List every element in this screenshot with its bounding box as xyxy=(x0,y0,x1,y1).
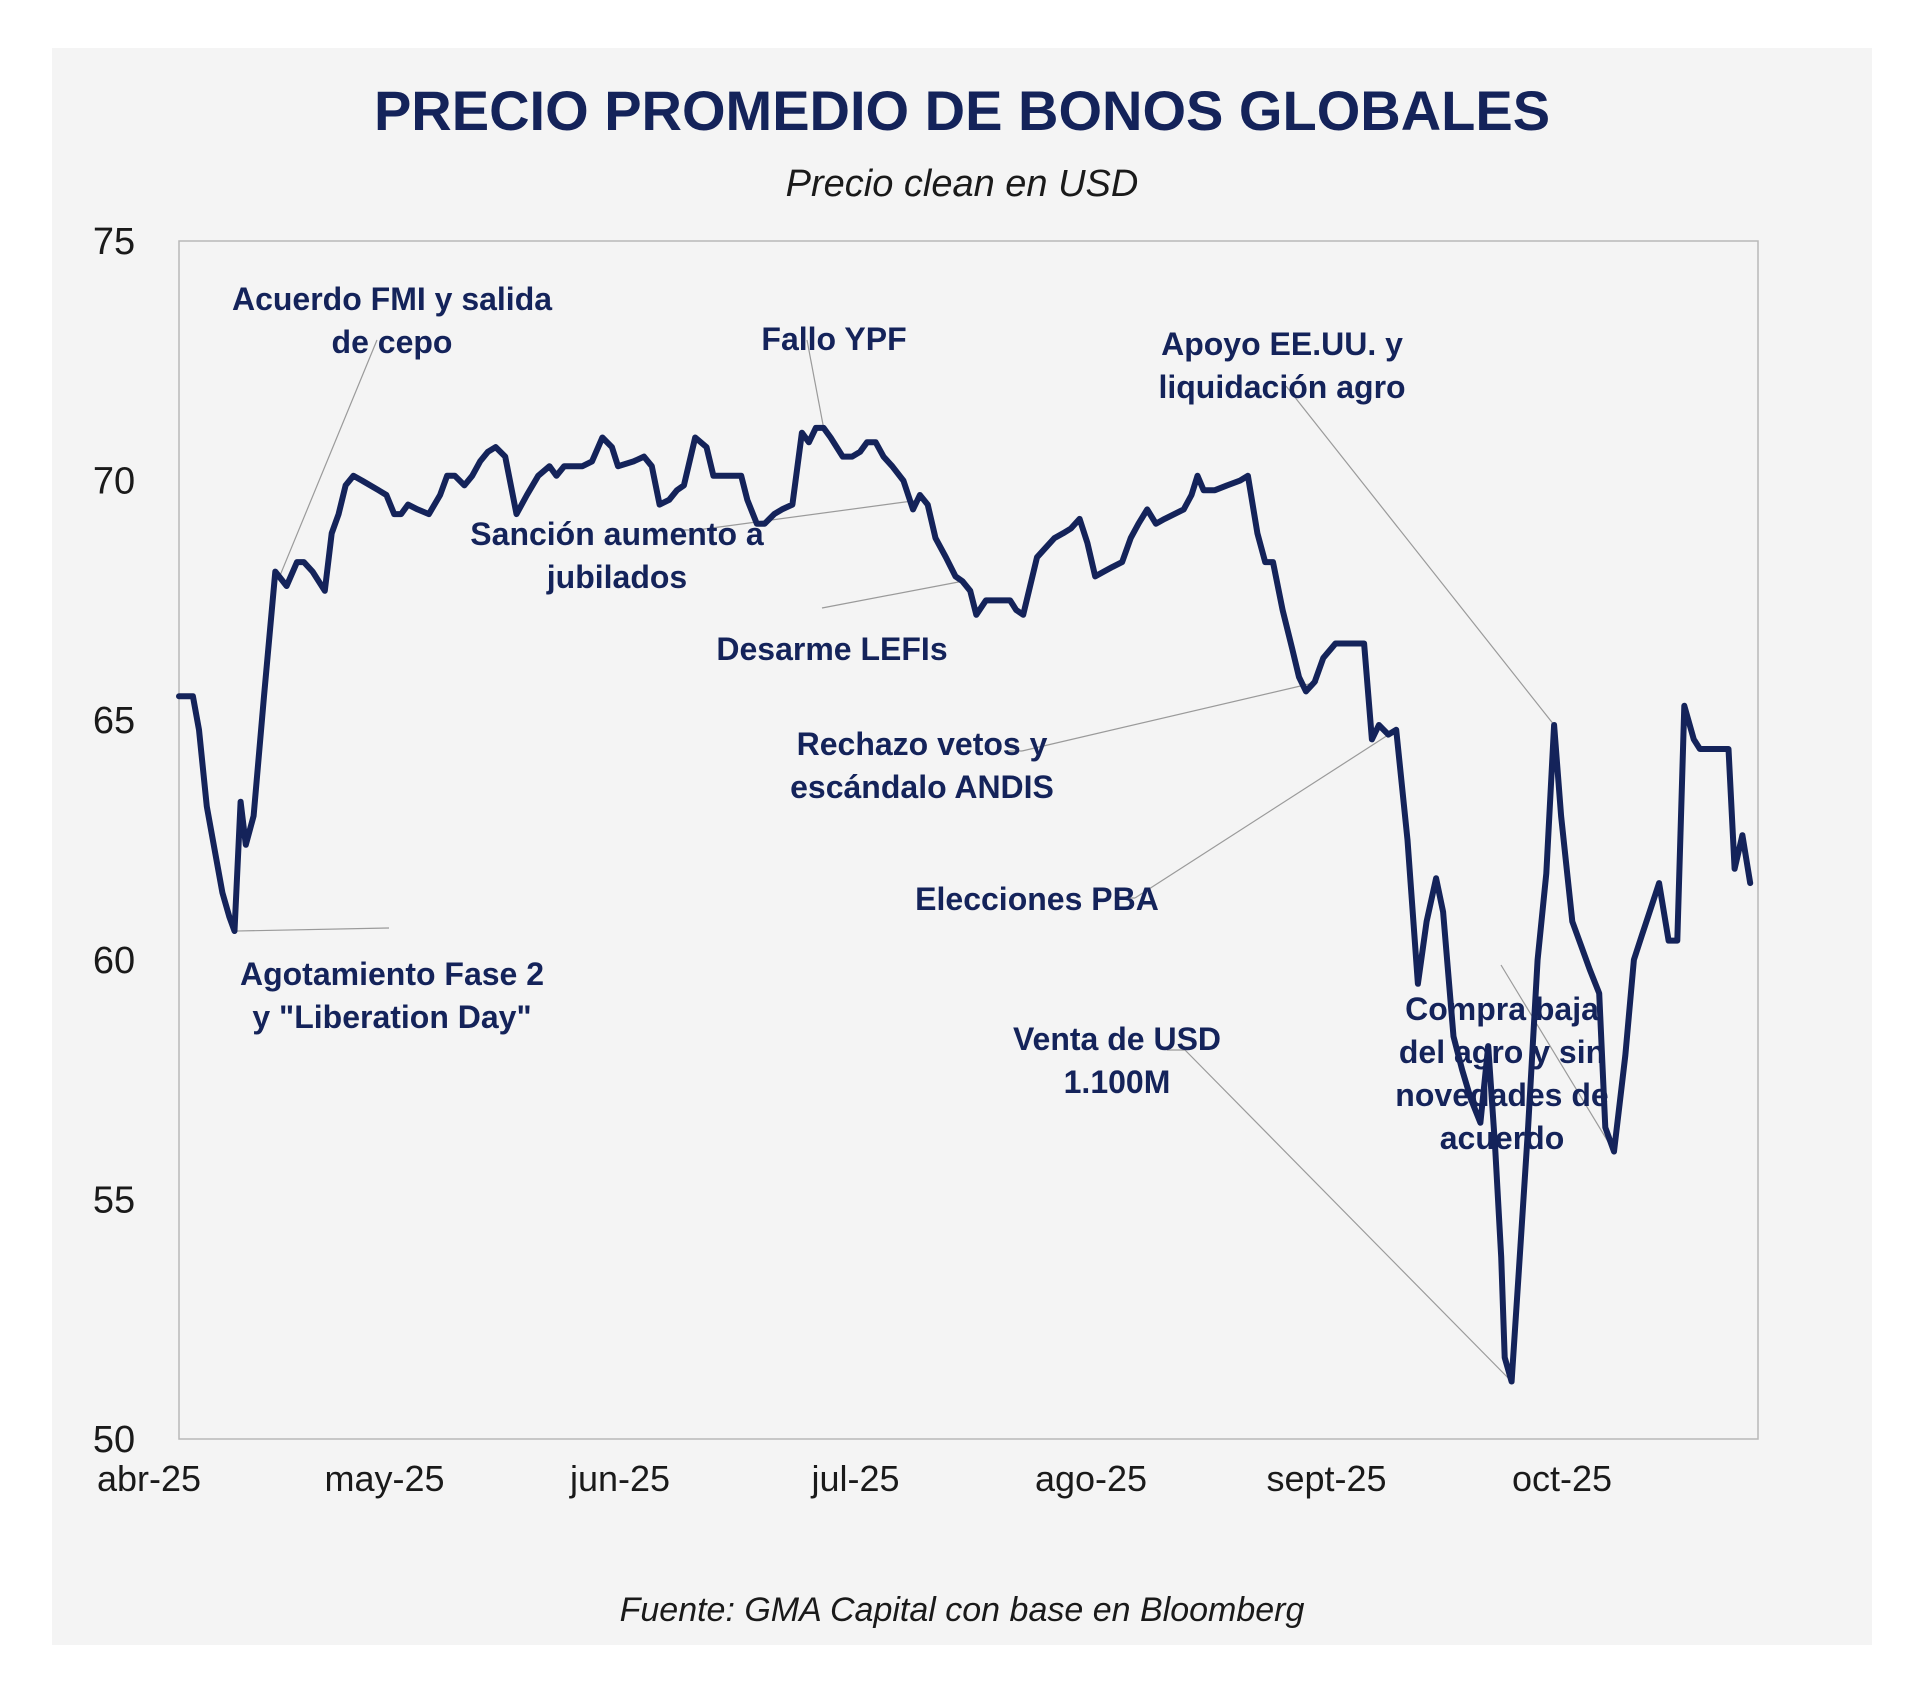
annotation-label: Acuerdo FMI y salida de cepo xyxy=(232,281,552,360)
annotation-leader xyxy=(1500,964,1615,1152)
annotation-line: Compra baja xyxy=(1405,991,1599,1027)
plot-area xyxy=(178,240,1759,1440)
annotation-label: Sanción aumento a jubilados xyxy=(470,516,764,595)
x-tick-label: ago-25 xyxy=(1035,1458,1147,1499)
series-line xyxy=(176,424,1754,1385)
annotation-line: 1.100M xyxy=(1064,1064,1171,1100)
x-tick-label: oct-25 xyxy=(1512,1458,1612,1499)
annotation-label: Rechazo vetos y escándalo ANDIS xyxy=(790,726,1054,805)
y-tick-label: 75 xyxy=(93,221,135,263)
chart-title: PRECIO PROMEDIO DE BONOS GLOBALES xyxy=(374,79,1550,142)
annotation-line: acuerdo xyxy=(1440,1120,1564,1156)
chart-source: Fuente: GMA Capital con base en Bloomber… xyxy=(620,1591,1305,1629)
y-axis: 75 70 65 60 55 50 xyxy=(93,221,135,1461)
annotation-line: liquidación agro xyxy=(1158,369,1405,405)
annotation-line: y "Liberation Day" xyxy=(252,999,531,1035)
annotation-line: Venta de USD xyxy=(1013,1021,1221,1057)
x-tick-label: jun-25 xyxy=(569,1458,670,1499)
annotation-leader xyxy=(806,339,825,428)
annotation-line: Desarme LEFIs xyxy=(716,631,947,667)
annotation-label: Desarme LEFIs xyxy=(716,631,947,667)
annotation-line: del agro y sin xyxy=(1399,1034,1605,1070)
annotation-line: Acuerdo FMI y salida xyxy=(232,281,552,317)
annotation-line: de cepo xyxy=(332,324,453,360)
annotation-label: Elecciones PBA xyxy=(915,881,1159,917)
chart-subtitle: Precio clean en USD xyxy=(786,163,1139,205)
annotation-label: Fallo YPF xyxy=(761,321,906,357)
x-tick-label: may-25 xyxy=(324,1458,444,1499)
annotation-leader xyxy=(1184,1049,1513,1382)
x-tick-label: abr-25 xyxy=(97,1458,201,1499)
annotation-leader xyxy=(234,927,390,932)
annotations: Acuerdo FMI y salida de cepo Agotamiento F… xyxy=(232,281,1609,1156)
annotation-leaders xyxy=(234,339,1615,1382)
annotation-line: jubilados xyxy=(546,559,687,595)
annotation-label: Compra baja del agro y sin novedades de acu… xyxy=(1395,991,1608,1156)
annotation-leader xyxy=(279,339,378,577)
annotation-line: Rechazo vetos y xyxy=(797,726,1048,762)
x-axis: abr-25 may-25 jun-25 jul-25 ago-25 sept-25 oct… xyxy=(97,1458,1612,1499)
annotation-line: Fallo YPF xyxy=(761,321,906,357)
y-tick-label: 55 xyxy=(93,1179,135,1221)
bond-price-line-chart: PRECIO PROMEDIO DE BONOS GLOBALES Precio… xyxy=(93,79,1759,1629)
annotation-label: Apoyo EE.UU. y liquidación agro xyxy=(1158,326,1405,405)
annotation-line: novedades de xyxy=(1395,1077,1608,1113)
y-tick-label: 65 xyxy=(93,700,135,742)
annotation-leader xyxy=(1021,681,1319,752)
annotation-line: escándalo ANDIS xyxy=(790,769,1054,805)
x-tick-label: sept-25 xyxy=(1266,1458,1386,1499)
annotation-leader xyxy=(696,499,922,531)
y-tick-label: 50 xyxy=(93,1419,135,1461)
annotation-leader xyxy=(1285,385,1555,726)
annotation-line: Agotamiento Fase 2 xyxy=(240,956,544,992)
annotation-label: Venta de USD 1.100M xyxy=(1013,1021,1221,1100)
chart-card: PRECIO PROMEDIO DE BONOS GLOBALES Precio… xyxy=(52,48,1872,1645)
annotation-leader xyxy=(1134,729,1397,899)
annotation-line: Sanción aumento a xyxy=(470,516,764,552)
annotation-line: Elecciones PBA xyxy=(915,881,1159,917)
annotation-label: Agotamiento Fase 2 y "Liberation Day" xyxy=(240,956,544,1035)
annotation-leader xyxy=(821,580,963,609)
y-tick-label: 60 xyxy=(93,940,135,982)
y-tick-label: 70 xyxy=(93,461,135,503)
annotation-line: Apoyo EE.UU. y xyxy=(1161,326,1403,362)
x-tick-label: jul-25 xyxy=(810,1458,899,1499)
